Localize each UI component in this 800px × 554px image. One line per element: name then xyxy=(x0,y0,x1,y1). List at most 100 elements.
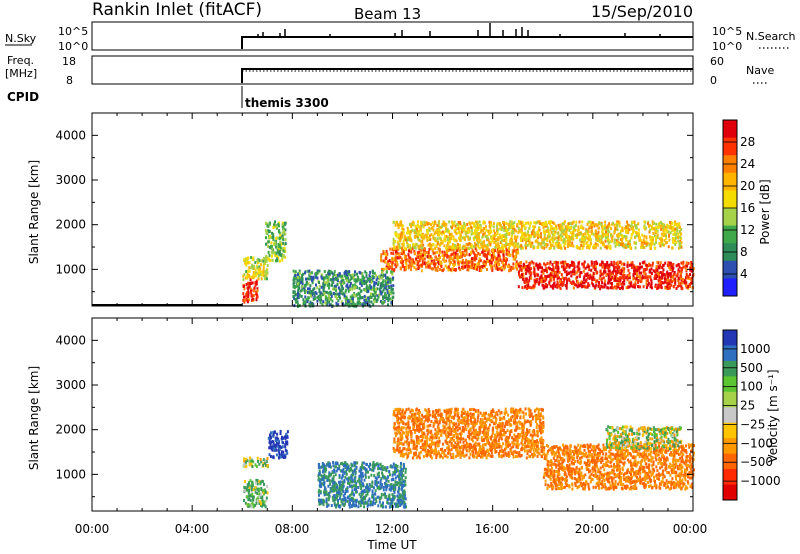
data-cell xyxy=(553,277,555,281)
data-cell xyxy=(589,275,592,279)
data-cell xyxy=(454,262,457,266)
data-cell xyxy=(658,222,661,225)
data-cell xyxy=(684,264,687,268)
data-cell xyxy=(248,275,251,279)
data-cell xyxy=(368,274,371,278)
data-cell xyxy=(278,259,281,263)
data-cell xyxy=(430,259,433,263)
data-cell xyxy=(498,222,501,225)
data-cell xyxy=(668,286,671,290)
data-cell xyxy=(246,272,249,276)
data-cell xyxy=(396,256,399,260)
data-cell xyxy=(689,285,691,288)
data-cell xyxy=(642,285,645,289)
data-cell xyxy=(556,270,559,274)
data-cell xyxy=(556,263,559,267)
data-cell xyxy=(389,280,392,284)
data-cell xyxy=(631,231,634,235)
data-cell xyxy=(583,275,586,279)
data-cell xyxy=(645,244,648,248)
data-cell xyxy=(492,225,495,229)
data-cell xyxy=(457,256,460,259)
data-cell xyxy=(368,277,371,281)
data-cell xyxy=(263,482,265,486)
data-cell xyxy=(632,273,635,276)
data-cell xyxy=(609,281,612,285)
data-cell xyxy=(469,260,472,264)
data-cell xyxy=(382,475,384,479)
data-cell xyxy=(332,291,335,295)
data-cell xyxy=(401,470,404,474)
data-cell xyxy=(651,261,654,265)
data-cell xyxy=(527,230,530,234)
data-cell xyxy=(399,234,402,238)
data-cell xyxy=(569,235,572,239)
data-cell xyxy=(496,267,499,271)
data-cell xyxy=(484,254,487,258)
data-cell xyxy=(443,250,446,254)
data-cell xyxy=(374,291,376,295)
data-cell xyxy=(436,250,439,254)
data-cell xyxy=(402,497,405,501)
data-cell xyxy=(576,235,578,239)
data-cell xyxy=(655,230,658,233)
data-cell xyxy=(459,234,462,238)
data-cell xyxy=(535,277,538,281)
data-cell xyxy=(387,290,390,293)
data-cell xyxy=(616,267,619,271)
data-cell xyxy=(460,252,463,256)
data-cell xyxy=(446,235,449,239)
data-cell xyxy=(428,222,430,226)
data-cell xyxy=(370,300,373,304)
data-cell xyxy=(624,226,626,230)
data-cell xyxy=(621,241,624,245)
data-cell xyxy=(351,480,354,484)
data-cell xyxy=(613,260,616,264)
data-cell xyxy=(610,283,613,287)
data-cell xyxy=(381,271,384,274)
data-cell xyxy=(558,246,561,249)
data-cell xyxy=(286,435,289,439)
data-cell xyxy=(339,469,342,473)
data-cell xyxy=(413,250,416,254)
data-cell xyxy=(445,259,448,263)
data-cell xyxy=(588,245,591,249)
data-cell xyxy=(405,236,408,240)
data-cell xyxy=(515,260,518,264)
data-cell xyxy=(648,262,650,266)
data-cell xyxy=(646,277,649,281)
data-cell xyxy=(327,272,330,276)
data-cell xyxy=(246,274,249,278)
data-cell xyxy=(543,243,546,247)
data-cell xyxy=(302,298,305,302)
data-cell xyxy=(634,281,637,285)
data-cell xyxy=(465,234,468,238)
data-cell xyxy=(391,278,394,282)
data-cell xyxy=(249,498,252,502)
data-cell xyxy=(507,232,509,236)
data-cell xyxy=(298,294,301,298)
data-cell xyxy=(452,235,455,239)
data-cell xyxy=(667,261,670,265)
data-cell xyxy=(267,436,270,440)
data-cell xyxy=(392,220,395,224)
data-cell xyxy=(360,279,363,282)
data-cell xyxy=(514,257,517,261)
data-cell xyxy=(665,228,668,232)
data-cell xyxy=(660,238,663,242)
data-cell xyxy=(356,293,359,297)
data-cell xyxy=(520,228,523,232)
data-cell xyxy=(641,261,644,265)
data-cell xyxy=(383,267,385,271)
data-cell xyxy=(667,224,670,228)
data-cell xyxy=(598,221,601,225)
data-cell xyxy=(536,273,539,277)
data-cell xyxy=(600,241,603,245)
nave-tick-top: 60 xyxy=(710,55,724,68)
data-cell xyxy=(687,261,690,265)
data-cell xyxy=(266,224,269,228)
data-cell xyxy=(480,242,483,246)
data-cell xyxy=(681,281,684,285)
data-cell xyxy=(560,261,563,265)
